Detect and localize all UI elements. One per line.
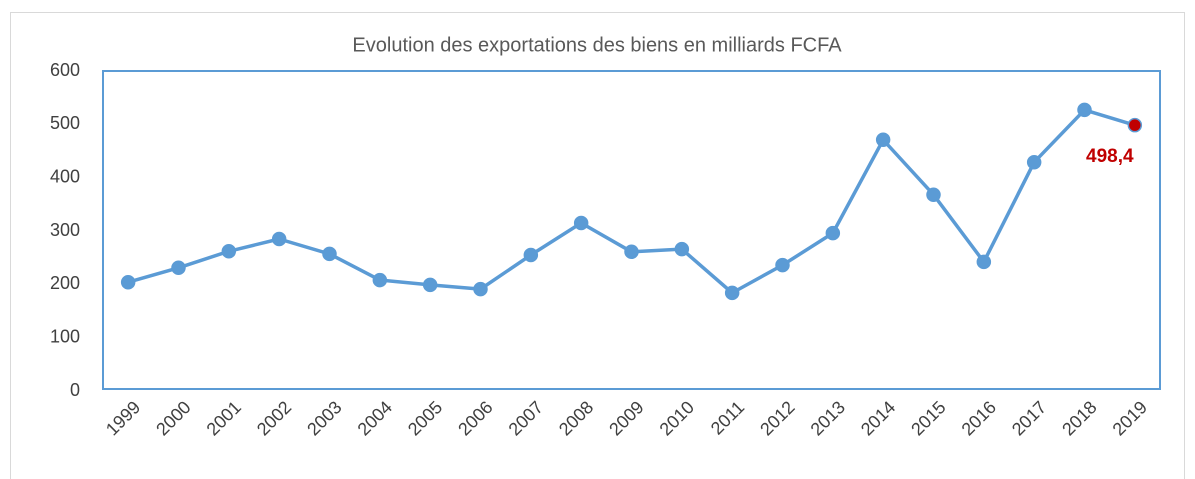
point	[271, 231, 287, 247]
x-tick-label: 2008	[555, 397, 597, 439]
point	[1127, 117, 1143, 133]
point	[221, 244, 237, 259]
x-tick-label: 2013	[807, 397, 849, 439]
x-tick-label: 2014	[857, 397, 899, 439]
point	[1026, 154, 1042, 170]
chart-frame	[10, 12, 1185, 479]
y-tick-label: 500	[50, 113, 80, 133]
point	[976, 254, 992, 270]
point	[926, 187, 941, 202]
plot-frame	[102, 70, 1161, 390]
point	[372, 272, 388, 288]
x-tick-label: 2017	[1008, 397, 1050, 439]
x-tick-label: 2006	[454, 397, 496, 439]
x-tick-label: 2009	[605, 397, 647, 439]
point	[724, 285, 740, 301]
x-tick-label: 2000	[152, 397, 194, 439]
x-tick-label: 2016	[958, 397, 1000, 439]
y-tick-label: 400	[50, 166, 80, 186]
chart-title: Evolution des exportations des biens en …	[352, 34, 842, 56]
x-tick-label: 2002	[253, 397, 295, 439]
x-tick-label: 2012	[756, 397, 798, 439]
point	[825, 225, 841, 241]
x-tick-label: 2010	[656, 397, 698, 439]
x-tick-label: 2011	[707, 397, 749, 439]
x-tick-label: 2005	[404, 397, 446, 439]
point	[120, 274, 136, 290]
x-tick-label: 2007	[505, 397, 547, 439]
y-tick-label: 200	[50, 273, 80, 293]
y-tick-label: 100	[50, 326, 80, 346]
point	[473, 281, 488, 297]
point	[171, 260, 186, 276]
y-tick-label: 300	[50, 220, 80, 240]
point	[523, 247, 539, 263]
value-label: 498,4	[1086, 146, 1134, 167]
x-tick-label: 2001	[203, 397, 245, 439]
x-tick-label: 2015	[907, 397, 949, 439]
point	[422, 277, 438, 293]
y-tick-label: 0	[70, 380, 80, 400]
point	[322, 246, 337, 262]
point	[775, 257, 790, 273]
point	[674, 241, 690, 257]
point	[1077, 102, 1092, 118]
x-tick-label: 2018	[1058, 397, 1100, 439]
x-tick-label: 2019	[1109, 397, 1151, 439]
point	[875, 132, 891, 148]
x-tick-label: 2003	[303, 397, 345, 439]
x-tick-label: 2004	[354, 397, 396, 439]
point	[573, 215, 589, 231]
y-tick-label: 600	[50, 60, 80, 80]
x-tick-label: 1999	[102, 397, 144, 439]
point	[624, 244, 639, 260]
